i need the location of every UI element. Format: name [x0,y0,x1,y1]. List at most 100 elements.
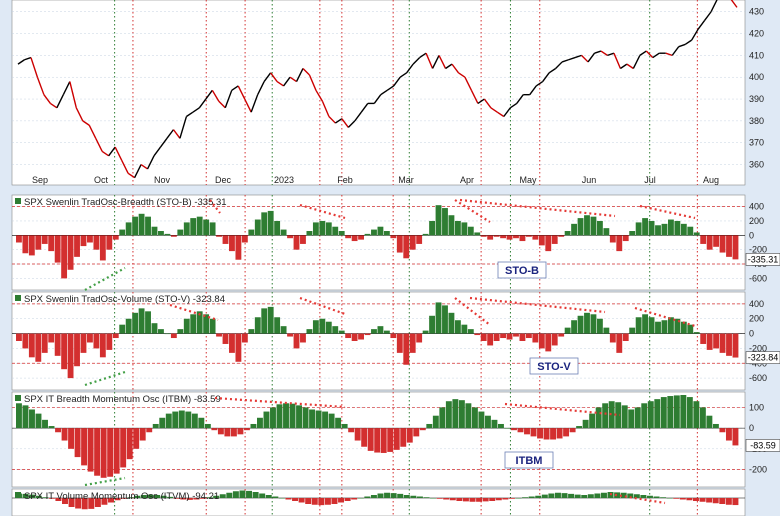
histogram-bar [315,410,322,429]
histogram-bar [653,496,660,498]
price-segment [263,72,272,83]
histogram-bar [435,302,442,334]
histogram-bar [241,333,248,343]
price-segment [406,63,414,74]
histogram-bar [584,215,590,236]
histogram-bar [432,415,439,429]
histogram-bar [445,401,452,429]
histogram-bar [693,332,700,334]
histogram-bar [101,498,108,505]
histogram-bar [508,498,515,499]
histogram-bar [621,405,628,429]
price-segment [613,52,622,69]
histogram-bar [74,235,80,257]
y-tick-label: 380 [749,116,764,126]
histogram-bar [674,220,681,236]
histogram-bar [456,498,463,501]
histogram-bar [138,308,145,334]
histogram-bar [400,428,407,447]
histogram-bar [293,235,300,250]
histogram-bar [68,428,75,449]
price-segment [347,120,356,128]
histogram-bar [203,219,210,236]
histogram-bar [648,317,655,334]
histogram-bar [133,428,140,449]
histogram-bar [204,423,211,429]
histogram-bar [229,235,235,252]
histogram-bar [383,231,390,236]
price-segment [425,52,434,69]
price-segment [179,116,188,139]
price-segment [561,59,569,63]
histogram-bar [474,333,481,336]
histogram-bar [152,423,159,429]
histogram-bar [331,498,338,504]
histogram-bar [267,210,274,236]
price-segment [581,54,589,63]
histogram-bar [22,333,29,349]
price-segment [283,76,291,87]
histogram-bar [371,229,377,236]
price-segment [600,50,608,56]
histogram-bar [261,212,268,236]
histogram-bar [609,235,616,243]
histogram-bar [370,495,377,498]
histogram-bar [429,315,435,334]
histogram-bar [429,220,435,236]
histogram-bar [719,333,726,353]
histogram-bar [112,235,119,240]
histogram-bar [126,428,133,460]
histogram-bar [615,402,622,429]
histogram-bar [151,323,158,334]
y-tick-label: 370 [749,138,764,148]
histogram-bar [241,235,248,243]
y-tick-label: 0 [749,230,754,240]
histogram-bar [224,428,231,437]
histogram-bar [75,498,82,509]
trendline-annotation [504,402,621,417]
histogram-bar [338,498,345,503]
histogram-bar [449,498,456,501]
histogram-bar [183,222,190,236]
histogram-bar [646,495,653,498]
histogram-bar [564,327,571,334]
histogram-bar [416,496,423,498]
trendline-annotation [214,396,346,409]
price-segment [49,102,58,109]
histogram-bar [305,498,312,504]
histogram-bar [454,320,461,334]
histogram-bar [467,329,474,334]
histogram-bar [732,498,739,506]
price-segment [82,120,90,126]
histogram-bar [35,413,42,429]
histogram-bar [380,428,387,453]
histogram-bar [325,321,332,334]
histogram-bar [713,235,720,247]
histogram-bar [235,235,242,260]
histogram-bar [409,333,416,353]
histogram-bar [616,333,623,353]
histogram-bar [608,401,615,429]
price-segment [639,50,647,56]
histogram-bar [641,403,648,429]
histogram-bar [311,498,318,505]
histogram-bar [506,235,513,240]
histogram-bar [328,413,335,429]
histogram-bar [293,333,300,349]
histogram-bar [276,404,283,429]
histogram-bar [397,493,404,498]
histogram-bar [590,314,597,334]
histogram-bar [513,235,519,239]
histogram-bar [348,428,355,433]
price-segment [257,81,265,95]
histogram-bar [196,311,203,334]
histogram-bar [145,216,151,236]
price-segment [211,89,220,102]
histogram-bar [87,333,93,343]
histogram-bar [132,216,139,236]
histogram-bar [374,428,381,453]
histogram-bar [595,407,602,429]
histogram-bar [61,235,68,279]
histogram-bar [609,333,616,343]
histogram-bar [686,397,693,429]
